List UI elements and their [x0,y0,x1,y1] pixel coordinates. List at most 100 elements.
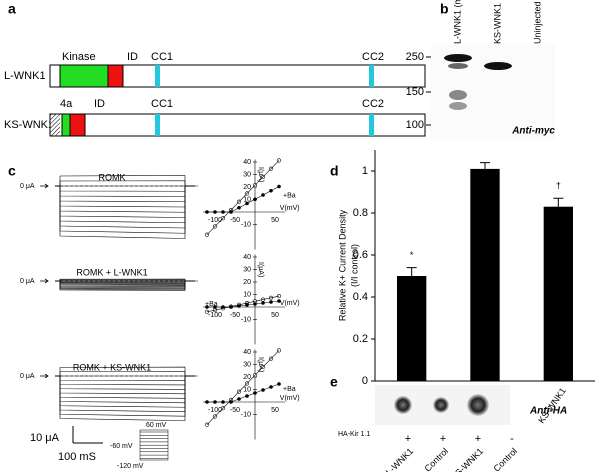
iv-tick-label: 20 [243,279,251,286]
lane-label: L-WNK1 (myc) [452,0,462,44]
dot [467,394,489,416]
band [448,63,468,69]
y-tick-label: 0.4 [353,291,368,303]
iv-tick-label: -100 [208,312,222,319]
domain-label: Kinase [62,51,96,63]
zero-label: 0 μA [20,373,35,380]
iv-tick-label: 40 [243,159,251,166]
current-trace [55,375,195,421]
panel-label: c [8,163,16,179]
iv-tick-label: 30 [243,171,251,178]
protein-name: KS-WNK1 [4,119,54,131]
iv-axis-label: I(μA) [257,262,264,277]
band [449,90,467,100]
sign: + [475,433,481,445]
iv-line [206,160,280,235]
lane-label: Uninjected [532,1,542,44]
zero-arrow [40,373,49,379]
scale-label: 100 mS [58,451,96,463]
iv-line [206,295,280,313]
y-tick-label: 0.8 [353,207,368,219]
antibody-label: Anti-HA [529,406,567,417]
zero-label: 0 μA [20,278,35,285]
antibody-label: Anti-myc [511,126,555,137]
domain-label: CC1 [151,51,173,63]
panel-e: Anti-HA HA-Kir 1.1 + + + - L-WNK1 Contro… [338,385,567,472]
panel-b: L-WNK1 (myc) KS-WNK1 (myc) Uninjected 25… [406,0,555,140]
cc1-domain [155,65,160,87]
iv-tick-label: 20 [243,184,251,191]
domain-label: 4a [60,98,73,110]
protein-bar [49,64,426,88]
y-axis-label: Relative K+ Current Density [337,209,347,321]
annotation: * [410,250,414,260]
domain-label: ID [94,98,105,110]
band [444,54,472,62]
domain-label: ID [127,51,138,63]
panel-c: 10 μA 100 mS 60 mV -60 mV -120 mV ROMK 0 … [20,158,300,470]
domain-label: CC1 [151,98,173,110]
cc1-domain [155,114,160,136]
construct-label: HA-Kir 1.1 [338,431,370,438]
y-axis-label: (I/I control) [349,244,359,287]
panel-label: b [440,1,449,17]
ba-label: +Ba [205,301,218,308]
condition-label: ROMK + L-WNK1 [76,267,147,277]
panel-label: e [330,374,338,390]
marker-label: 250 [406,51,424,63]
ba-label: +Ba [283,386,296,393]
id-domain [69,113,86,137]
cc2-domain [369,114,374,136]
kinase-domain [59,64,109,88]
hatched-region [50,114,60,136]
protocol-label: -120 mV [117,463,144,470]
panel-a: L-WNK1 Kinase ID CC1 CC2 KS-WNK1 4a ID C… [4,51,426,137]
error-bar [553,197,564,207]
protein-bar [49,113,426,137]
scale-label: 10 μA [30,432,60,444]
bar [470,168,500,381]
annotation: † [556,181,561,191]
kinase-domain [61,113,71,137]
band [449,102,467,110]
error-bar [480,162,490,169]
marker-label: 100 [406,119,424,131]
iv-tick-label: 50 [271,407,279,414]
iv-line [207,383,280,403]
condition-label: ROMK [99,172,126,182]
current-trace [55,280,195,291]
iv-tick-label: 30 [243,266,251,273]
current-trace [55,185,195,239]
zero-label: 0 μA [20,183,35,190]
iv-tick-label: -10 [241,316,251,323]
iv-line [207,186,280,213]
y-tick-label: 0.6 [353,249,368,261]
iv-tick-label: -10 [241,411,251,418]
cc2-domain [369,65,374,87]
iv-tick-label: 50 [271,312,279,319]
iv-axis-label: I(μA) [257,167,264,182]
dot [433,397,449,413]
iv-tick-label: -100 [208,217,222,224]
iv-tick-label: 10 [243,196,251,203]
iv-tick-label: 50 [271,217,279,224]
protocol-label: -60 mV [110,443,133,450]
lane-label: KS-WNK1 (myc) [492,0,502,44]
protocol-label: 60 mV [146,422,167,429]
panel-label: d [330,163,339,179]
domain-label: CC2 [362,98,384,110]
y-tick-label: 0.2 [353,333,368,345]
iv-line [207,300,280,308]
dot [394,396,412,414]
id-domain [107,64,124,88]
protein-name: L-WNK1 [4,70,46,82]
iv-tick-label: 10 [243,291,251,298]
iv-tick-label: 10 [243,386,251,393]
iv-tick-label: -50 [230,217,240,224]
iv-axis-label: V(mV) [280,300,300,307]
iv-tick-label: 40 [243,254,251,261]
band [484,62,512,70]
bar [397,276,427,381]
sign: - [510,433,514,445]
